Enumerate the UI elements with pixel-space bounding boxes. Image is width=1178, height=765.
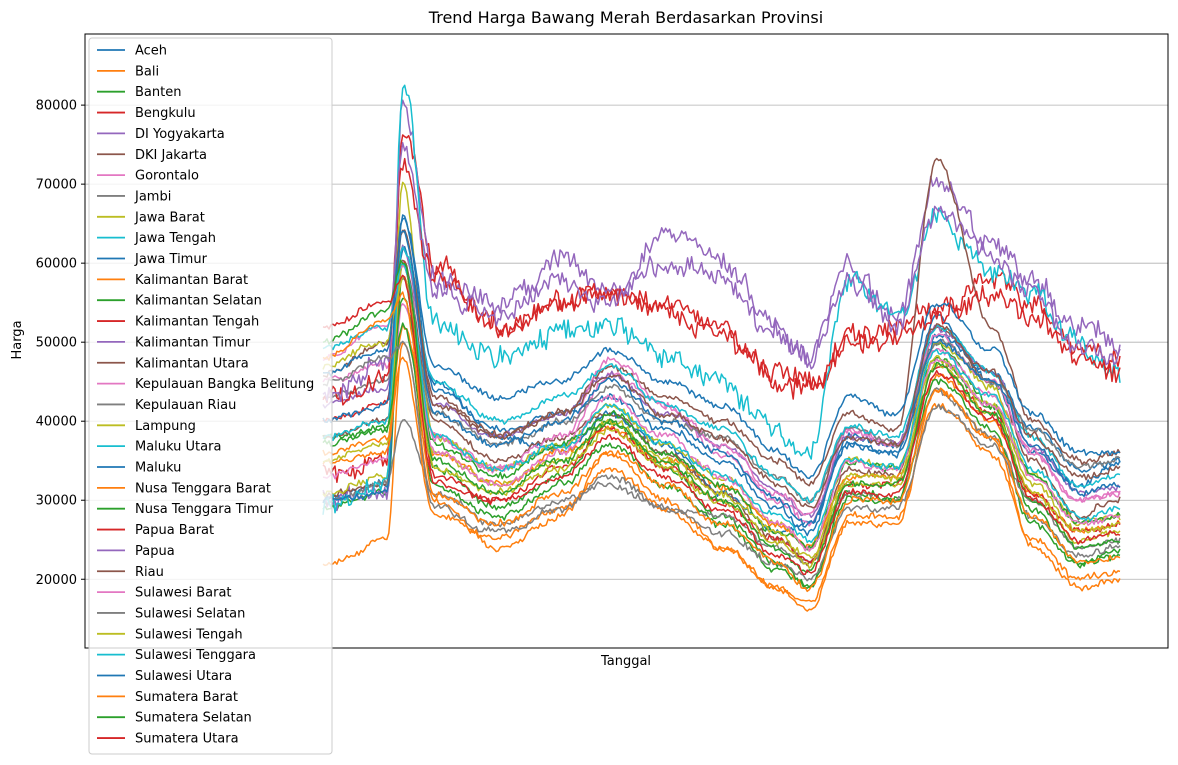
legend-label: Bengkulu xyxy=(135,106,196,121)
series-line xyxy=(322,99,1121,512)
series-line xyxy=(322,134,1121,484)
legend-label: Sulawesi Selatan xyxy=(135,606,245,621)
x-axis-label: Tanggal xyxy=(600,654,651,669)
series-lines xyxy=(322,84,1121,612)
series-line xyxy=(322,217,1121,480)
series-line xyxy=(322,274,1121,576)
y-axis-ticks: 20000 30000 40000 50000 60000 70000 80000 xyxy=(36,99,85,588)
series-line xyxy=(322,263,1121,544)
legend-label: Maluku Utara xyxy=(135,440,221,455)
legend-label: Nusa Tenggara Barat xyxy=(135,481,271,496)
y-tick-label: 50000 xyxy=(36,336,77,351)
chart-title: Trend Harga Bawang Merah Berdasarkan Pro… xyxy=(428,8,823,27)
legend-label: Papua Barat xyxy=(135,523,214,538)
legend-label: Lampung xyxy=(135,419,196,434)
legend-label: Kepulauan Bangka Belitung xyxy=(135,377,314,392)
series-line xyxy=(322,84,1121,515)
series-line xyxy=(322,246,1121,504)
series-line xyxy=(322,297,1121,551)
series-line xyxy=(322,142,1121,403)
legend: Aceh Bali Banten Bengkulu DI Yogyakarta DKI J… xyxy=(88,37,333,755)
series-line xyxy=(322,157,1121,487)
y-axis-label: Harga xyxy=(10,320,25,359)
legend-label: DKI Jakarta xyxy=(135,148,207,163)
legend-label: Nusa Tenggara Timur xyxy=(135,502,274,517)
series-line xyxy=(322,229,1121,509)
series-line xyxy=(322,157,1121,406)
legend-label: Aceh xyxy=(135,44,167,59)
y-tick-label: 80000 xyxy=(36,99,77,114)
legend-label: Bali xyxy=(135,64,159,79)
series-line xyxy=(322,260,1121,516)
series-line xyxy=(322,291,1121,593)
legend-label: Kepulauan Riau xyxy=(135,398,236,413)
series-line xyxy=(322,356,1121,603)
legend-label: Papua xyxy=(135,544,175,559)
legend-label: Jambi xyxy=(134,189,171,204)
legend-label: Sulawesi Tengah xyxy=(135,627,243,642)
series-line xyxy=(322,259,1121,574)
y-tick-label: 30000 xyxy=(36,494,77,509)
legend-label: DI Yogyakarta xyxy=(135,127,225,142)
series-line xyxy=(322,181,1121,551)
legend-label: Banten xyxy=(135,85,181,100)
plot-frame xyxy=(84,33,1169,649)
y-tick-label: 70000 xyxy=(36,178,77,193)
legend-label: Kalimantan Utara xyxy=(135,356,249,371)
legend-label: Sumatera Barat xyxy=(135,690,238,705)
legend-box xyxy=(88,37,333,755)
legend-label: Jawa Tengah xyxy=(134,231,216,246)
legend-label: Kalimantan Tengah xyxy=(135,315,259,330)
legend-label: Kalimantan Selatan xyxy=(135,294,262,309)
legend-label: Maluku xyxy=(135,461,181,476)
legend-label: Jawa Barat xyxy=(134,210,205,225)
series-line xyxy=(322,340,1121,582)
legend-label: Sulawesi Utara xyxy=(135,669,232,684)
legend-label: Kalimantan Timur xyxy=(135,335,251,350)
y-tick-label: 20000 xyxy=(36,573,77,588)
legend-label: Kalimantan Barat xyxy=(135,273,248,288)
legend-label: Jawa Timur xyxy=(134,252,208,267)
y-tick-label: 60000 xyxy=(36,257,77,272)
series-line xyxy=(322,265,1121,552)
legend-label: Riau xyxy=(135,565,164,580)
legend-label: Sulawesi Tenggara xyxy=(135,648,256,663)
series-line xyxy=(322,230,1121,528)
legend-label: Sulawesi Barat xyxy=(135,586,232,601)
legend-label: Sumatera Utara xyxy=(135,732,239,747)
legend-label: Gorontalo xyxy=(135,169,199,184)
legend-label: Sumatera Selatan xyxy=(135,711,252,726)
y-tick-label: 40000 xyxy=(36,415,77,430)
